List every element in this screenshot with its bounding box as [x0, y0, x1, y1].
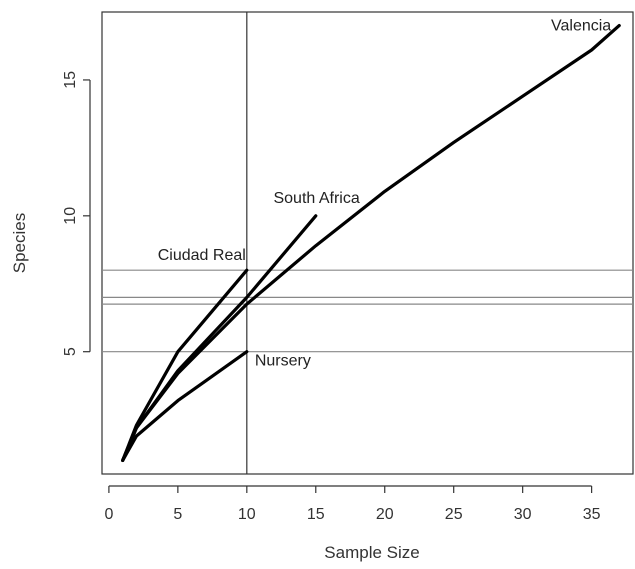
- x-axis-title: Sample Size: [324, 543, 419, 562]
- plot-frame: [101, 11, 634, 475]
- x-tick-label-4: 20: [376, 506, 394, 523]
- x-tick-label-3: 15: [307, 506, 325, 523]
- reference-lines: [102, 12, 633, 474]
- y-tick-label-0: 5: [62, 347, 79, 356]
- y-axis-title: Species: [10, 213, 29, 273]
- x-tick-label-5: 25: [445, 506, 463, 523]
- series-line-valencia: [121, 24, 621, 462]
- x-tick-label-2: 10: [238, 506, 256, 523]
- x-axis: 0 5 10 15 20 25 30 35: [104, 485, 601, 523]
- y-axis: 5 10 15: [62, 71, 91, 356]
- series-label-ciudad-real: Ciudad Real: [158, 247, 246, 264]
- series-labels: Valencia South Africa Ciudad Real Nursery: [158, 18, 612, 370]
- series-label-south-africa: South Africa: [273, 190, 359, 207]
- series-line-ciudad-real: [121, 268, 249, 462]
- x-tick-label-1: 5: [173, 506, 182, 523]
- x-tick-label-0: 0: [104, 506, 113, 523]
- y-tick-label-1: 10: [62, 207, 79, 225]
- series-label-valencia: Valencia: [551, 18, 611, 35]
- series-lines: [121, 24, 621, 462]
- series-line-nursery: [121, 350, 249, 462]
- series-label-nursery: Nursery: [255, 353, 311, 370]
- x-tick-label-6: 30: [514, 506, 532, 523]
- y-tick-label-2: 15: [62, 71, 79, 89]
- x-tick-label-7: 35: [583, 506, 601, 523]
